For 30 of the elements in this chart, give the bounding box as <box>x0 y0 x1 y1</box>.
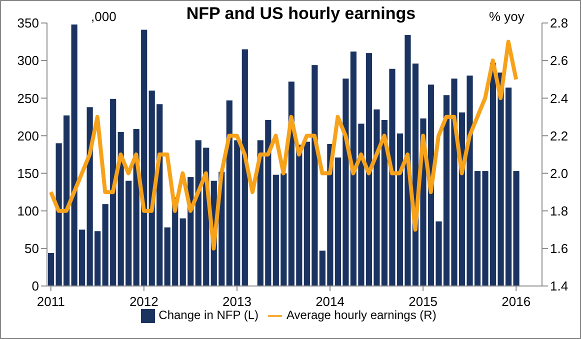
x-tick-label: 2016 <box>502 294 531 309</box>
x-tick-label: 2013 <box>222 294 252 309</box>
y-tick-label: 150 <box>17 166 39 181</box>
legend-label: Change in NFP (L) <box>158 308 258 322</box>
y2-axis-title: % yoy <box>489 9 524 24</box>
y2-tick-label: 1.8 <box>550 203 568 218</box>
line-series <box>48 40 518 250</box>
y-tick-label: 200 <box>17 128 39 144</box>
x-tick-label: 2014 <box>316 294 344 309</box>
y2-tick-label: 2.4 <box>550 90 568 106</box>
y-axis-title: ,000 <box>91 9 116 24</box>
x-tick-label: 2011 <box>36 294 65 309</box>
y2-tick-label: 2.0 <box>550 166 568 181</box>
bar <box>242 49 248 286</box>
y-tick-label: 0 <box>32 278 39 294</box>
y2-tick-label: 1.4 <box>550 278 568 294</box>
bar <box>48 252 54 286</box>
y-tick-label: 100 <box>17 203 39 218</box>
chart-title: NFP and US hourly earnings <box>185 4 417 24</box>
y-tick-label: 50 <box>24 241 39 256</box>
y-tick-label: 300 <box>17 53 39 68</box>
legend-label: Average hourly earnings (R) <box>286 308 436 322</box>
x-tick-label: 2015 <box>408 294 438 309</box>
y2-tick-label: 2.6 <box>550 53 568 68</box>
x-tick-label: 2012 <box>129 294 158 309</box>
y2-tick-label: 2.8 <box>550 16 568 31</box>
y2-tick-label: 1.6 <box>550 241 568 256</box>
y-tick-label: 250 <box>17 90 39 106</box>
y-tick-label: 350 <box>17 16 39 31</box>
y2-tick-label: 2.2 <box>550 128 568 144</box>
